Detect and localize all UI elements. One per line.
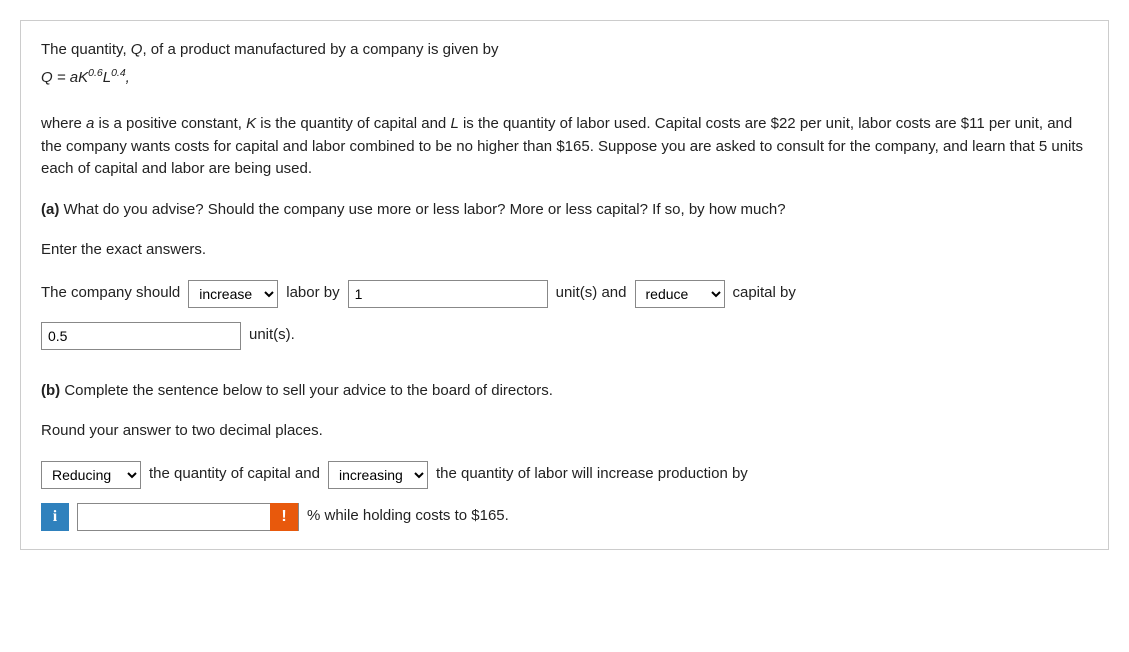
p2-t1: where — [41, 115, 86, 132]
capital-direction-select[interactable]: reduce — [635, 280, 725, 308]
units-and-label: unit(s) and — [556, 282, 627, 305]
partb-s3: % while holding costs to $165. — [307, 505, 509, 528]
part-b-row-2: i ! % while holding costs to $165. — [41, 503, 1088, 531]
formula-exp1: 0.6 — [88, 67, 103, 79]
cost-total: $165 — [556, 138, 589, 155]
part-b-text: Complete the sentence below to sell your… — [60, 382, 553, 399]
p2-t5: per unit, labor costs are — [796, 115, 961, 132]
formula-lhs: Q = aK — [41, 69, 88, 86]
formula-mid: L — [103, 69, 111, 86]
labor-direction-select[interactable]: increase — [188, 280, 278, 308]
company-should-label: The company should — [41, 282, 180, 305]
p2-t4: is the quantity of labor used. Capital c… — [459, 115, 771, 132]
answer-row-2: unit(s). — [41, 322, 1088, 350]
partb-s1: the quantity of capital and — [149, 463, 320, 486]
part-b-label: (b) — [41, 382, 60, 399]
cost-capital: $22 — [771, 115, 796, 132]
part-a-label: (a) — [41, 201, 59, 218]
p2-t3: is the quantity of capital and — [256, 115, 450, 132]
variable-q: Q — [131, 41, 143, 58]
partb-s2: the quantity of labor will increase prod… — [436, 463, 748, 486]
enter-exact: Enter the exact answers. — [41, 239, 1088, 262]
var-l: L — [450, 115, 458, 132]
formula-exp2: 0.4 — [111, 67, 126, 79]
part-a-text: What do you advise? Should the company u… — [59, 201, 785, 218]
labor-amount-input[interactable] — [348, 280, 548, 308]
formula: Q = aK0.6L0.4, — [41, 66, 1088, 90]
var-k: K — [246, 115, 256, 132]
p2-t7: . Suppose you are asked to consult for t… — [590, 138, 1039, 155]
answer-row-1: The company should increase labor by uni… — [41, 280, 1088, 308]
paragraph-2: where a is a positive constant, K is the… — [41, 113, 1088, 181]
part-b-row-1: Reducing the quantity of capital and inc… — [41, 461, 1088, 489]
partb-labor-select[interactable]: increasing — [328, 461, 428, 489]
round-instruction: Round your answer to two decimal places. — [41, 420, 1088, 443]
percent-input-group: ! — [77, 503, 299, 531]
units-n: 5 — [1039, 138, 1047, 155]
labor-by-label: labor by — [286, 282, 339, 305]
units-label: unit(s). — [249, 324, 295, 347]
warning-icon: ! — [270, 503, 298, 531]
capital-amount-input[interactable] — [41, 322, 241, 350]
percent-input[interactable] — [78, 504, 270, 530]
intro-line1: The quantity, Q, of a product manufactur… — [41, 39, 1088, 62]
intro-prefix: The quantity, — [41, 41, 131, 58]
info-icon[interactable]: i — [41, 503, 69, 531]
p2-t2: is a positive constant, — [94, 115, 246, 132]
capital-by-label: capital by — [733, 282, 796, 305]
question-container: The quantity, Q, of a product manufactur… — [20, 20, 1109, 550]
part-b-question: (b) Complete the sentence below to sell … — [41, 380, 1088, 403]
intro-suffix: , of a product manufactured by a company… — [142, 41, 498, 58]
partb-capital-select[interactable]: Reducing — [41, 461, 141, 489]
formula-end: , — [126, 69, 130, 86]
cost-labor: $11 — [961, 115, 985, 132]
part-a-question: (a) What do you advise? Should the compa… — [41, 199, 1088, 222]
